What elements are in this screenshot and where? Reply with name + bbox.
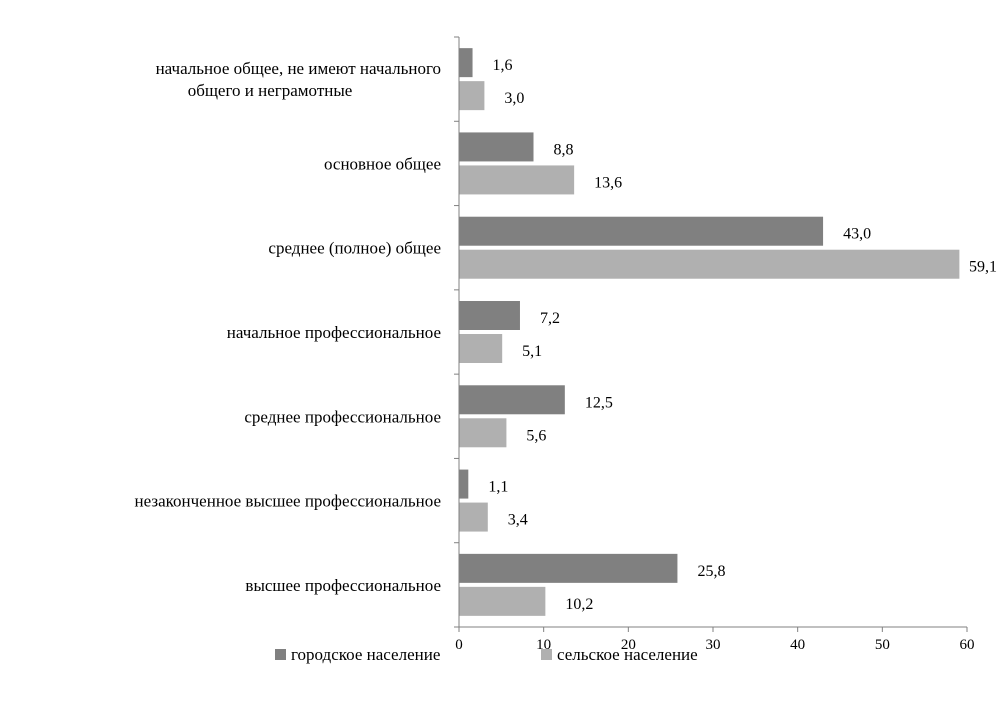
legend-swatch (541, 649, 552, 660)
data-label: 5,1 (522, 343, 542, 360)
bar (459, 553, 678, 583)
bar (459, 301, 520, 330)
bar (459, 132, 534, 162)
data-label: 25,8 (697, 563, 725, 580)
bar (459, 469, 469, 499)
category-label: начальное общее, не имеют начального (156, 59, 441, 78)
x-tick-label: 40 (790, 637, 805, 653)
bar (459, 385, 565, 415)
category-label: высшее профессиональное (245, 576, 441, 595)
bar (459, 48, 473, 78)
data-label: 10,2 (565, 596, 593, 613)
bar (459, 216, 824, 246)
bar (459, 81, 485, 111)
legend-label: городское население (291, 645, 440, 664)
category-label: общего и неграмотные (188, 81, 353, 100)
bars-layer (459, 48, 960, 616)
x-tick-label: 50 (875, 637, 890, 653)
legend: городское население сельское население (275, 645, 698, 664)
category-label: незаконченное высшее профессиональное (135, 492, 441, 511)
x-tick-label: 20 (621, 637, 636, 653)
data-label: 1,1 (488, 479, 508, 496)
bar (459, 502, 488, 532)
bar (459, 418, 507, 448)
data-label: 5,6 (526, 427, 546, 444)
category-label: среднее (полное) общее (268, 239, 441, 258)
data-label: 3,0 (504, 90, 524, 107)
data-label: 7,2 (540, 310, 560, 327)
category-label: начальное профессиональное (227, 323, 441, 342)
bar (459, 165, 575, 195)
x-tick-label: 0 (455, 637, 463, 653)
bar (459, 249, 960, 279)
x-tick-label: 60 (960, 637, 975, 653)
data-label: 8,8 (554, 141, 574, 158)
legend-label: сельское население (557, 645, 698, 664)
data-label: 13,6 (594, 174, 622, 191)
category-label: среднее профессиональное (244, 407, 441, 426)
data-label: 1,6 (493, 57, 513, 74)
data-label: 12,5 (585, 394, 613, 411)
x-tick-label: 30 (706, 637, 721, 653)
data-label: 59,1 (969, 259, 997, 276)
bar (459, 334, 503, 363)
data-label: 3,4 (508, 512, 528, 529)
data-label: 43,0 (843, 226, 871, 243)
labels-layer: 1,6 3,0 начальное общее, не имеют начально… (135, 57, 997, 613)
category-label: основное общее (324, 154, 441, 173)
bar (459, 586, 546, 616)
legend-swatch (275, 649, 286, 660)
